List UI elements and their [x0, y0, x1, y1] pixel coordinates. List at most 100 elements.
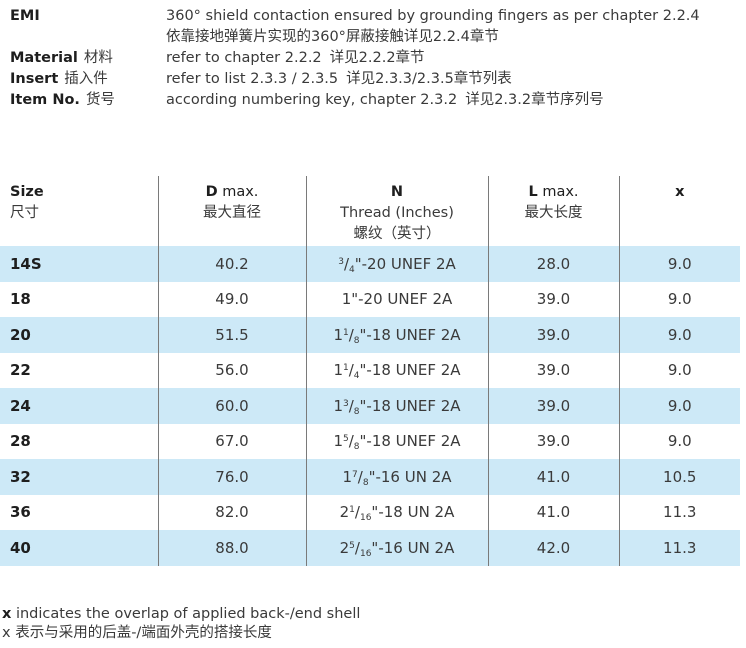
thread-spec: "-18 UN 2A [371, 503, 455, 522]
header-n-zh: 螺纹（英寸） [353, 226, 441, 242]
thread-whole: 1 [341, 290, 352, 309]
d-max-cell: 40.2 [157, 246, 306, 282]
d-max-cell: 67.0 [157, 423, 306, 459]
thread-cell: 13/8"-18 UNEF 2A [305, 388, 488, 424]
thread-whole: 1 [333, 432, 343, 451]
size-cell: 22 [10, 361, 31, 380]
thread-fraction-numerator: 3 [342, 398, 349, 409]
thread-fraction-denominator: 4 [353, 371, 360, 382]
thread-spec: "-20 UNEF 2A [351, 290, 453, 309]
footnote: x indicates the overlap of applied back-… [2, 605, 360, 643]
table-row: 40 88.0 25/16"-16 UN 2A 42.0 11.3 [0, 530, 740, 566]
thread-fraction-slash: / [348, 325, 354, 344]
header-n-line2: Thread (Inches) [340, 205, 454, 221]
table-row: 28 67.0 15/8"-18 UNEF 2A 39.0 9.0 [0, 423, 740, 459]
thread-cell: 21/16"-18 UN 2A [305, 494, 488, 530]
thread-fraction-denominator: 8 [353, 335, 360, 346]
l-max-cell: 28.0 [487, 246, 619, 282]
l-max-cell: 42.0 [487, 530, 619, 566]
spec-value-line: 依靠接地弹簧片实现的360°屏蔽接触详见2.2.4章节 [166, 29, 499, 45]
spec-block: EMI 360° shield contaction ensured by gr… [10, 6, 740, 111]
spec-value-zh: 详见2.3.2章节序列号 [465, 92, 604, 108]
size-cell: 40 [0, 530, 158, 566]
thread-cell: 17/8"-16 UN 2A [305, 459, 488, 495]
x-cell: 11.3 [618, 494, 740, 530]
x-cell: 11.3 [618, 530, 740, 566]
thread-fraction-slash: / [354, 538, 360, 557]
thread-spec: "-18 UNEF 2A [359, 325, 461, 344]
thread-cell: 15/8"-18 UNEF 2A [305, 423, 488, 459]
spec-label: EMI [10, 6, 166, 27]
thread-fraction-slash: / [348, 432, 354, 451]
x-cell: 9.0 [618, 388, 740, 424]
thread-fraction-numerator: 7 [352, 469, 358, 480]
spec-row-item-no: Item No. 货号 according numbering key, chap… [10, 90, 740, 111]
thread-fraction-numerator: 5 [349, 540, 355, 551]
thread-whole: 2 [339, 538, 350, 557]
spec-value-zh: 详见2.3.3/2.3.5章节列表 [346, 71, 512, 87]
l-max-cell: 39.0 [487, 423, 619, 459]
header-l-rest: max. [537, 184, 579, 200]
spec-label-en: Insert [10, 71, 59, 87]
spec-row-insert: Insert 插入件 refer to list 2.3.3 / 2.3.5 详见2… [10, 69, 740, 90]
thread-spec: "-18 UNEF 2A [359, 361, 461, 380]
thread-whole: 1 [333, 361, 343, 380]
x-cell: 9.0 [618, 281, 740, 317]
l-max-cell: 39.0 [487, 352, 619, 388]
x-cell: 9.0 [618, 423, 740, 459]
thread-whole: 1 [333, 396, 343, 415]
header-l: L max. 最大长度 [487, 176, 619, 246]
d-max-cell: 88.0 [157, 530, 306, 566]
table-row: 14S 40.2 3/4"-20 UNEF 2A 28.0 9.0 [0, 246, 740, 282]
spec-value: refer to chapter 2.2.2 详见2.2.2章节 [166, 48, 425, 69]
spec-value-line: 360° shield contaction ensured by ground… [166, 8, 700, 24]
header-size-zh: 尺寸 [10, 205, 39, 221]
thread-fraction-slash: / [348, 361, 354, 380]
x-cell: 10.5 [618, 459, 740, 495]
header-n-bold: N [390, 184, 404, 200]
thread-fraction-numerator: 1 [342, 327, 349, 338]
thread-fraction-slash: / [348, 396, 354, 415]
thread-fraction-numerator: 1 [349, 505, 355, 516]
spec-value-zh: 详见2.2.2章节 [329, 50, 425, 66]
thread-fraction-denominator: 8 [353, 406, 360, 417]
footnote-zh-text: 表示与采用的后盖-/端面外壳的搭接长度 [10, 625, 272, 641]
d-max-cell: 56.0 [157, 352, 306, 388]
size-cell: 18 [10, 290, 31, 309]
thread-spec: "-20 UNEF 2A [354, 254, 456, 273]
size-cell: 32 [0, 459, 158, 495]
spec-label: Item No. 货号 [10, 90, 166, 111]
footnote-en-text: indicates the overlap of applied back-/e… [11, 606, 361, 622]
table-row: 24 60.0 13/8"-18 UNEF 2A 39.0 9.0 [0, 388, 740, 424]
size-cell: 20 [0, 317, 158, 353]
spec-label-en: Item No. [10, 92, 80, 108]
d-max-cell: 60.0 [157, 388, 306, 424]
d-max-cell: 82.0 [157, 494, 306, 530]
l-max-cell: 39.0 [487, 317, 619, 353]
thread-fraction-numerator: 3 [338, 256, 344, 267]
thread-fraction-denominator: 16 [359, 548, 372, 559]
spec-row-material: Material 材料 refer to chapter 2.2.2 详见2.2.2… [10, 48, 740, 69]
header-size-en: Size [10, 184, 44, 200]
d-max-cell: 51.5 [157, 317, 306, 353]
thread-cell: 1"-20 UNEF 2A [305, 281, 488, 317]
header-d: D max. 最大直径 [157, 176, 306, 246]
thread-fraction-denominator: 8 [362, 477, 369, 488]
spec-label-zh: 插入件 [64, 71, 108, 87]
header-l-bold: L [528, 184, 538, 200]
thread-whole: 1 [333, 325, 343, 344]
table-row: 22 56.0 11/4"-18 UNEF 2A 39.0 9.0 [0, 352, 740, 388]
spec-row-emi: EMI 360° shield contaction ensured by gr… [10, 6, 740, 48]
header-x-bold: x [675, 184, 685, 200]
thread-spec: "-18 UNEF 2A [359, 396, 461, 415]
thread-cell: 3/4"-20 UNEF 2A [305, 246, 488, 282]
thread-spec: "-16 UN 2A [371, 538, 455, 557]
spec-label-zh: 货号 [85, 92, 115, 108]
thread-whole: 2 [339, 503, 350, 522]
table-row: 20 51.5 11/8"-18 UNEF 2A 39.0 9.0 [0, 317, 740, 353]
table-row: 32 76.0 17/8"-16 UN 2A 41.0 10.5 [0, 459, 740, 495]
size-table: Size 尺寸 D max. 最大直径 N Thread (Inches) 螺纹… [0, 176, 740, 566]
footnote-zh-key: x [2, 625, 11, 641]
thread-fraction-numerator: 1 [342, 363, 349, 374]
size-cell: 24 [0, 388, 158, 424]
